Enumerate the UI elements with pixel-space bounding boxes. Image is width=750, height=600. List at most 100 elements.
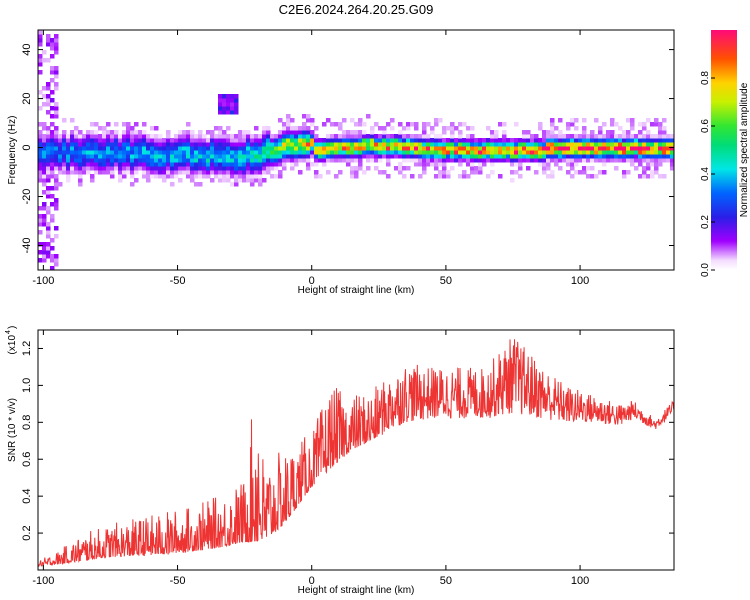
spectrogram-cell [94,166,99,171]
spectrogram-cell [402,150,407,155]
spectrogram-cell [566,122,571,127]
spectrogram-cell [234,178,239,183]
spectrogram-cell [486,142,491,147]
spectrogram-cell [530,154,535,159]
spectrogram-cell [422,170,427,175]
spectrogram-cell [594,174,599,179]
spectrogram-cell [578,146,583,151]
spectrogram-cell [642,158,647,163]
spectrogram-cell [566,126,571,131]
spectrogram-cell [430,142,435,147]
spectrogram-cell [566,150,571,155]
spectrogram-cell [470,138,475,143]
spectrogram-cell [626,142,631,147]
spectrogram-cell [458,122,463,127]
spectrogram-cell [326,134,331,139]
spectrogram-cell [206,154,211,159]
spectrogram-cell [318,174,323,179]
spectrogram-cell [150,134,155,139]
spectrogram-cell [490,134,495,139]
spectrogram-cell [138,130,143,135]
spectrogram-cell [534,138,539,143]
spectrogram-cell [222,154,227,159]
spectrogram-cell [346,134,351,139]
spectrogram-cell [662,118,667,123]
spectrogram-cell [154,146,159,151]
spectrogram-cell [666,138,671,143]
spectrogram-cell [430,146,435,151]
spectrogram-cell [278,170,283,175]
spectrogram-cell [82,138,87,143]
spectrogram-cell [458,174,463,179]
spectrogram-cell [38,154,43,159]
spectrogram-cell [230,134,235,139]
spectrogram-cell [54,110,59,115]
spectrogram-cell [234,102,239,107]
spectrogram-cell [58,166,63,171]
snr-y-tick-label: 0.4 [21,489,33,504]
spectrogram-cell [250,134,255,139]
spectrogram-cell [362,150,367,155]
spectrogram-cell [530,146,535,151]
spectrogram-cell [374,166,379,171]
spectrogram-cell [546,134,551,139]
spectrogram-cell [258,150,263,155]
spectrogram-cell [250,142,255,147]
spectrogram-cell [614,146,619,151]
spectrogram-cell [58,162,63,167]
spectrogram-cell [126,170,131,175]
spectrogram-cell [38,242,43,247]
spectrogram-cell [446,158,451,163]
spectrogram-cell [74,142,79,147]
spectrogram-cell [246,150,251,155]
spectrogram-cell [50,166,55,171]
spectrogram-cell [130,146,135,151]
spectrogram-cell [298,146,303,151]
spectrogram-cell [230,182,235,187]
spectrogram-cell [46,126,51,131]
spectrogram-cell [582,138,587,143]
spectrogram-cell [442,162,447,167]
spectrogram-cell [118,150,123,155]
spectrogram-cell [426,150,431,155]
spectrogram-cell [402,166,407,171]
spectrogram-cell [630,134,635,139]
spectrogram-cell [598,146,603,151]
spectrogram-cell [602,146,607,151]
spectrogram-cell [66,138,71,143]
spectrogram-cell [466,150,471,155]
spectrogram-cell [130,158,135,163]
spectrogram-cell [374,158,379,163]
spectrogram-cell [250,146,255,151]
spectrogram-cell [246,162,251,167]
spectrogram-cell [434,142,439,147]
spectrogram-cell [42,242,47,247]
spectrogram-cell [626,158,631,163]
spectrogram-cell [218,142,223,147]
spectrogram-cell [82,170,87,175]
spectrogram-cell [506,150,511,155]
spectrogram-cell [442,174,447,179]
spectrogram-cell [518,158,523,163]
spectrogram-cell [570,142,575,147]
spectrogram-cell [178,162,183,167]
spectrogram-cell [186,138,191,143]
spectrogram-cell [358,162,363,167]
spectrogram-cell [634,150,639,155]
spectrogram-cell [78,134,83,139]
spectrogram-cell [234,162,239,167]
spectrogram-cell [590,146,595,151]
spectrogram-cell [574,146,579,151]
spectrogram-cell [394,134,399,139]
spectrogram-cell [314,162,319,167]
spectrogram-cell [518,162,523,167]
spectrogram-cell [438,146,443,151]
spectrogram-cell [670,146,675,151]
spectrogram-cell [582,150,587,155]
spectrogram-cell [178,138,183,143]
spectrogram-cell [602,154,607,159]
spectrogram-cell [314,134,319,139]
spectrogram-cell [210,166,215,171]
spectrogram-cell [318,138,323,143]
spectrogram-cell [122,134,127,139]
